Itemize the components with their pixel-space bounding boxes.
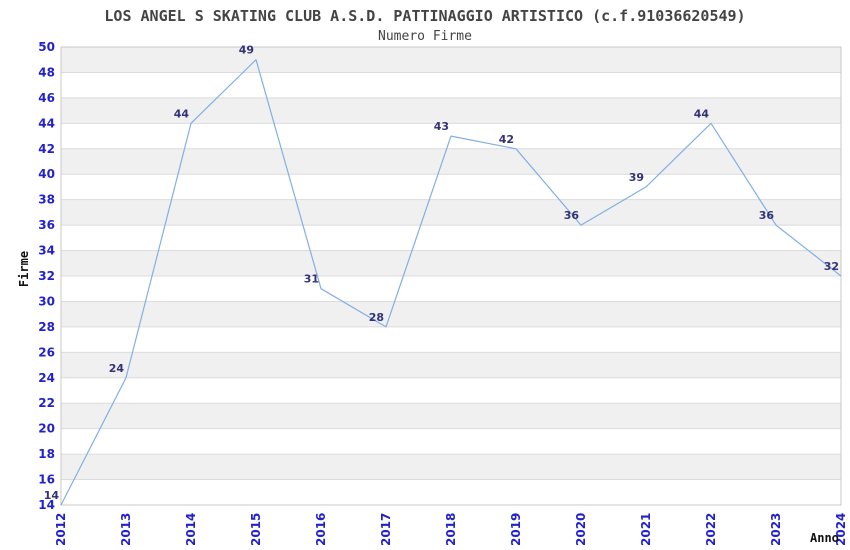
x-tick-label: 2019 xyxy=(509,513,523,546)
value-label: 36 xyxy=(564,209,580,222)
value-label: 28 xyxy=(369,311,384,324)
plot-band xyxy=(61,250,841,276)
plot-band xyxy=(61,276,841,302)
x-tick-label: 2017 xyxy=(379,513,393,546)
value-label: 24 xyxy=(109,362,125,375)
plot-band xyxy=(61,326,841,353)
x-tick-label: 2021 xyxy=(639,513,653,546)
plot-band xyxy=(61,352,841,378)
x-tick-label: 2023 xyxy=(769,513,783,546)
y-tick-label: 42 xyxy=(38,142,55,156)
x-tick-label: 2022 xyxy=(704,513,718,546)
plot-band xyxy=(61,301,841,327)
x-axis-title: Anno xyxy=(810,531,839,545)
value-label: 14 xyxy=(44,489,60,502)
plot-band xyxy=(61,148,841,175)
y-tick-label: 22 xyxy=(38,396,55,410)
y-tick-label: 26 xyxy=(38,345,55,359)
x-tick-label: 2014 xyxy=(184,513,198,546)
x-tick-label: 2024 xyxy=(834,513,848,546)
value-label: 44 xyxy=(694,107,710,120)
plot-band xyxy=(61,377,841,404)
value-label: 43 xyxy=(434,120,449,133)
x-tick-label: 2018 xyxy=(444,513,458,546)
y-tick-label: 40 xyxy=(38,167,55,181)
plot-band xyxy=(61,174,841,200)
value-label: 42 xyxy=(499,133,514,146)
y-tick-label: 14 xyxy=(38,498,55,512)
y-tick-label: 36 xyxy=(38,218,55,232)
plot-band xyxy=(61,403,841,429)
x-tick-label: 2013 xyxy=(119,513,133,546)
y-tick-label: 16 xyxy=(38,473,55,487)
value-label: 32 xyxy=(824,260,839,273)
value-label: 36 xyxy=(759,209,775,222)
y-tick-label: 18 xyxy=(38,447,55,461)
plot-band xyxy=(61,454,841,480)
y-tick-label: 34 xyxy=(38,244,55,258)
x-tick-label: 2012 xyxy=(54,513,68,546)
x-tick-label: 2016 xyxy=(314,513,328,546)
plot-band xyxy=(61,479,841,505)
data-line xyxy=(60,59,842,506)
x-tick-label: 2015 xyxy=(249,513,263,546)
value-label: 39 xyxy=(629,171,644,184)
plot-band xyxy=(61,428,841,455)
y-tick-label: 50 xyxy=(38,40,55,54)
y-tick-label: 30 xyxy=(38,294,55,308)
y-tick-label: 38 xyxy=(38,193,55,207)
y-tick-label: 20 xyxy=(38,422,55,436)
plot-band xyxy=(61,225,841,251)
x-tick-label: 2020 xyxy=(574,513,588,546)
y-tick-label: 46 xyxy=(38,91,55,105)
value-label: 49 xyxy=(239,44,254,57)
y-tick-label: 32 xyxy=(38,269,55,283)
y-tick-label: 48 xyxy=(38,65,55,79)
y-tick-label: 44 xyxy=(38,116,55,130)
y-tick-label: 24 xyxy=(38,371,55,385)
value-label: 44 xyxy=(174,107,190,120)
plot-band xyxy=(61,47,841,73)
chart-subtitle: Numero Firme xyxy=(378,29,472,44)
plot-band xyxy=(61,97,841,124)
plot-band xyxy=(61,72,841,98)
value-label: 31 xyxy=(304,273,319,286)
plot-band xyxy=(61,199,841,226)
y-tick-label: 28 xyxy=(38,320,55,334)
chart-title: LOS ANGEL S SKATING CLUB A.S.D. PATTINAG… xyxy=(104,7,746,25)
